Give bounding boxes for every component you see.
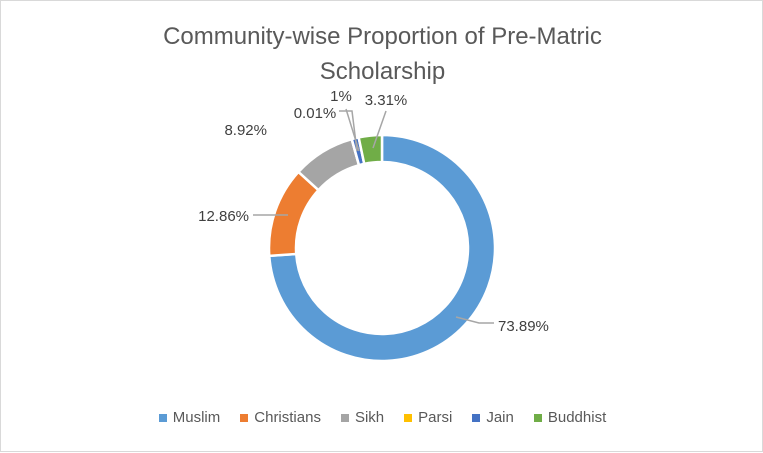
legend-label: Buddhist [547,409,607,426]
segment-muslim[interactable] [267,133,497,363]
data-label-sikh: 8.92% [224,122,267,139]
legend-item-sikh[interactable]: Sikh [340,409,385,426]
data-label-christians: 12.86% [198,208,249,225]
data-label-parsi: 0.01% [294,105,337,122]
doughnut-segments [267,133,497,363]
legend-label: Jain [486,409,514,426]
legend-swatch-icon [404,413,413,422]
legend-item-buddhist[interactable]: Buddhist [533,409,607,426]
legend-label: Sikh [354,409,385,426]
data-labels: 73.89% 12.86% 8.92% 0.01%1% 3.31% [198,88,549,335]
data-label-leader-lines [253,108,494,324]
data-label-muslim: 73.89% [498,318,549,335]
leader-line [345,108,360,152]
legend-swatch-icon [472,413,481,422]
legend-label: Christians [254,409,321,426]
legend-item-jain[interactable]: Jain [472,409,514,426]
legend-swatch-icon [240,413,249,422]
segment-buddhist[interactable] [357,133,384,166]
leader-line [455,316,494,324]
legend-swatch-icon [533,413,542,422]
legend-swatch-icon [340,413,349,422]
legend-label: Muslim [172,409,221,426]
legend: Muslim Christians Sikh Parsi Jain Buddhi… [1,409,763,426]
legend-item-parsi[interactable]: Parsi [404,409,452,426]
data-label-buddhist: 3.31% [365,92,408,109]
legend-item-christians[interactable]: Christians [240,409,321,426]
data-label-jain: 1% [330,88,352,105]
chart-title-line-1: Community-wise Proportion of Pre-Matric [163,23,602,50]
legend-label: Parsi [418,409,453,426]
leader-line [372,110,387,149]
chart-title-line-2: Scholarship [319,58,446,85]
legend-item-muslim[interactable]: Muslim [158,409,221,426]
legend-swatch-icon [158,413,167,422]
